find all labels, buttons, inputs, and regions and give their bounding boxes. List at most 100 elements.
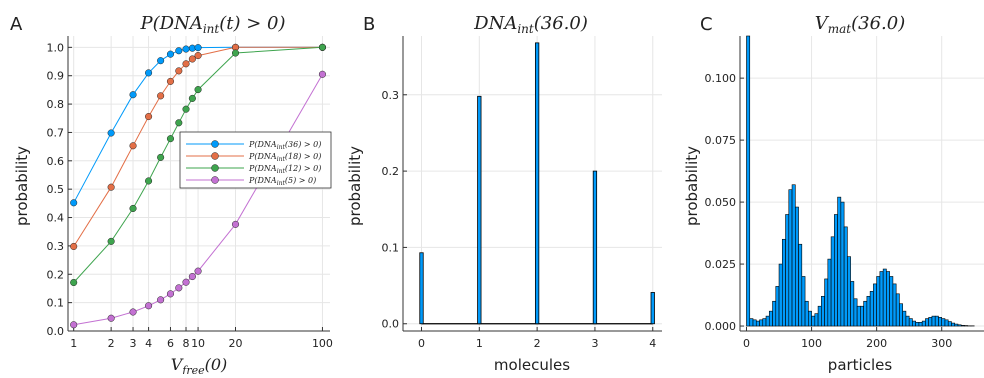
histogram-bar [860, 306, 863, 326]
histogram-bar [792, 185, 795, 326]
y-tick-label: 0.025 [705, 258, 737, 271]
histogram-bar [864, 301, 867, 326]
histogram-bar [890, 276, 893, 326]
x-tick-label: 1 [476, 337, 483, 350]
histogram-bar [896, 294, 899, 326]
x-tick-label: 4 [145, 337, 152, 350]
histogram-bar [909, 319, 912, 326]
histogram-bar [893, 284, 896, 326]
data-point [108, 238, 115, 245]
data-point [167, 78, 174, 85]
histogram-bar [886, 272, 889, 327]
histogram-bar [851, 281, 854, 326]
data-point [130, 142, 137, 149]
data-point [319, 71, 326, 78]
histogram-bar [815, 314, 818, 326]
data-point [176, 285, 183, 292]
y-tick-label: 0.050 [705, 196, 737, 209]
histogram-bar [786, 214, 789, 326]
data-point [195, 268, 202, 275]
y-tick-label: 1.0 [47, 41, 65, 54]
bar [420, 253, 423, 324]
histogram-bar [805, 301, 808, 326]
histogram-bar [870, 291, 873, 326]
histogram-bar [756, 321, 759, 326]
y-tick-label: 0.4 [47, 212, 65, 225]
histogram-bar [919, 322, 922, 326]
histogram-bar [821, 296, 824, 326]
panel-c-xlabel: particles [828, 356, 893, 374]
x-tick-label: 100 [801, 337, 822, 350]
histogram-bar [747, 36, 750, 326]
y-tick-label: 0.3 [382, 89, 400, 102]
bar [478, 96, 481, 323]
histogram-bar [818, 306, 821, 326]
x-tick-label: 0 [743, 337, 750, 350]
panel-c-ylabel: probability [683, 146, 701, 226]
data-point [195, 86, 202, 93]
panel-a-xlabel: Vfree(0) [171, 355, 228, 374]
data-point [130, 205, 137, 212]
data-point [176, 68, 183, 75]
bar [535, 43, 538, 324]
data-point [189, 56, 196, 63]
histogram-bar [760, 320, 763, 326]
data-point [145, 113, 152, 120]
y-tick-label: 0.100 [705, 72, 737, 85]
legend-marker [212, 177, 219, 184]
panel-c-letter: C [700, 14, 713, 35]
x-tick-label: 4 [649, 337, 656, 350]
histogram-bar [942, 319, 945, 326]
panel-b-bars [420, 43, 655, 324]
panel-a-ylabel: probability [13, 146, 31, 226]
histogram-bar [955, 324, 958, 326]
y-tick-label: 0.2 [47, 268, 65, 281]
histogram-bar [847, 257, 850, 326]
data-point [157, 154, 164, 161]
histogram-bar [844, 227, 847, 326]
x-tick-label: 0 [418, 337, 425, 350]
histogram-bar [932, 316, 935, 326]
data-point [157, 296, 164, 303]
panel-a-letter: A [10, 14, 23, 35]
histogram-bar [763, 319, 766, 326]
histogram-bar [812, 316, 815, 326]
data-point [157, 93, 164, 100]
data-point [145, 302, 152, 309]
data-point [70, 243, 77, 250]
x-tick-label: 3 [591, 337, 598, 350]
panel-b-grid [403, 36, 662, 331]
x-tick-label: 2 [534, 337, 541, 350]
data-point [183, 60, 190, 67]
panel-b-axes [403, 36, 662, 331]
panel-b-xlabel: molecules [494, 356, 570, 374]
histogram-bar [825, 279, 828, 326]
data-point [108, 315, 115, 322]
histogram-bar [753, 320, 756, 326]
y-tick-label: 0.3 [47, 240, 65, 253]
panel-b-title: DNAint(36.0) [473, 13, 588, 36]
panel-b-letter: B [363, 14, 375, 35]
histogram-bar [899, 304, 902, 326]
histogram-bar [802, 276, 805, 326]
histogram-bar [912, 321, 915, 326]
y-tick-label: 0.2 [382, 165, 400, 178]
histogram-bar [880, 272, 883, 327]
data-point [70, 321, 77, 328]
x-tick-label: 1 [70, 337, 77, 350]
y-tick-label: 0.9 [47, 70, 65, 83]
panel-c-bars [747, 36, 975, 326]
panel-b-ylabel: probability [346, 146, 364, 226]
data-point [108, 130, 115, 137]
histogram-bar [857, 306, 860, 326]
data-point [70, 279, 77, 286]
histogram-bar [831, 237, 834, 326]
histogram-bar [958, 325, 961, 326]
panel-a: A P(DNAint(t) > 0) 0.00.10.20.30.40.50.6… [10, 13, 333, 374]
histogram-bar [773, 301, 776, 326]
histogram-bar [779, 264, 782, 326]
histogram-bar [838, 197, 841, 326]
histogram-bar [834, 214, 837, 326]
histogram-bar [867, 296, 870, 326]
